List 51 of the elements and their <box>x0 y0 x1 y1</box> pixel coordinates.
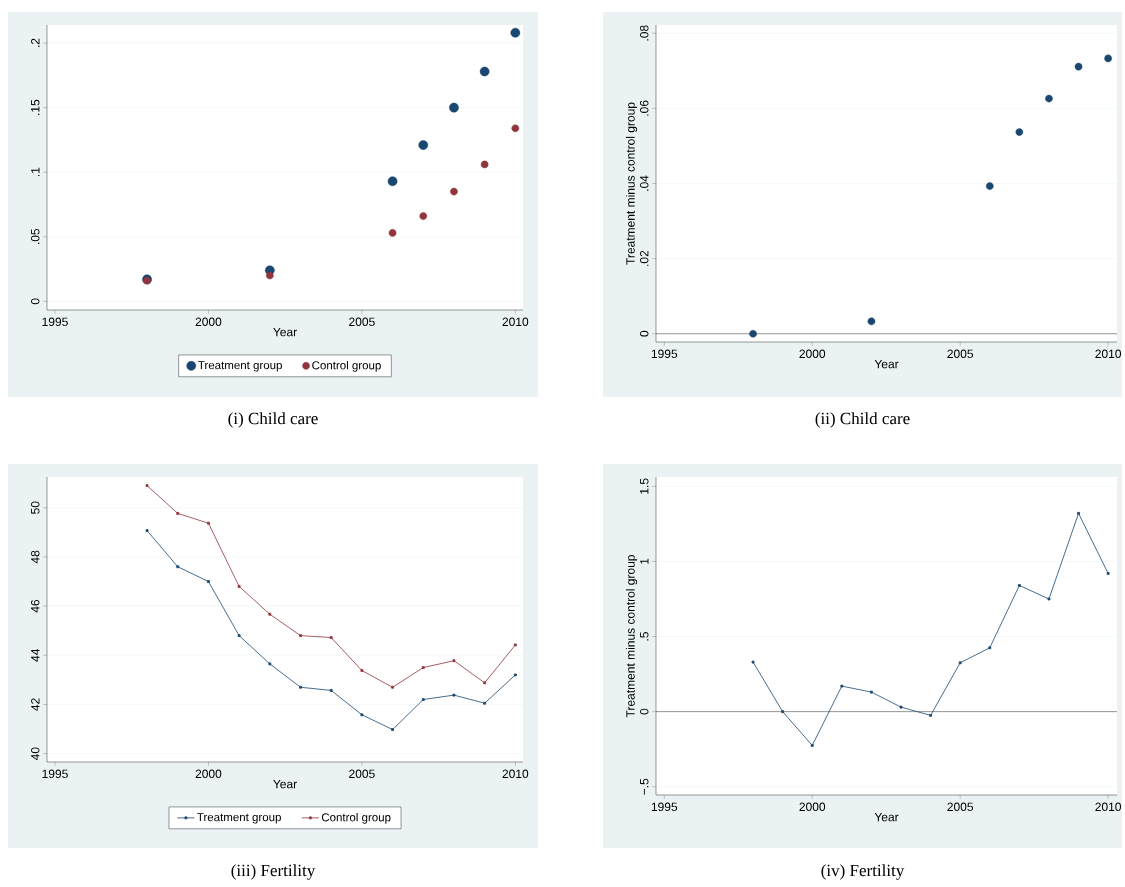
y-tick-label: .04 <box>639 175 649 191</box>
x-tick-label: 1995 <box>651 802 678 812</box>
legend-label: Control group <box>321 812 391 824</box>
y-axis-title: Treatment minus control group <box>625 102 638 265</box>
x-tick-label: 2010 <box>502 769 529 779</box>
x-tick-label: 2005 <box>947 349 974 359</box>
legend-label: Treatment group <box>198 361 282 372</box>
y-tick-label: 0 <box>639 708 649 715</box>
x-tick-label: 2005 <box>349 769 375 779</box>
y-tick-label: .1 <box>31 167 40 177</box>
y-tick-label: 40 <box>30 747 40 761</box>
y-tick-label: .2 <box>31 38 40 47</box>
text: (iv) Fertility <box>821 864 905 880</box>
y-tick-label: −.5 <box>640 778 649 795</box>
x-tick-label: 2000 <box>799 349 826 359</box>
x-axis-title: Year <box>273 327 297 337</box>
x-tick-label: 2010 <box>1095 802 1122 812</box>
x-axis-title: Year <box>273 779 297 789</box>
y-tick-label: 1.5 <box>640 478 649 494</box>
legend-label: Control group <box>312 360 381 372</box>
y-tick-label: .08 <box>639 25 649 41</box>
y-tick-label: .02 <box>639 250 649 266</box>
x-tick-label: 1995 <box>42 769 68 779</box>
x-tick-label: 2000 <box>799 802 826 812</box>
x-tick-label: 2010 <box>1095 349 1122 359</box>
x-tick-label: 1995 <box>42 317 68 327</box>
y-tick-label: .05 <box>30 228 40 245</box>
y-tick-label: 46 <box>30 599 40 613</box>
x-axis-title: Year <box>874 359 899 369</box>
x-tick-label: 2005 <box>349 317 375 327</box>
x-tick-label: 2000 <box>195 317 222 327</box>
text: (iii) Fertility <box>231 864 316 880</box>
y-tick-label: 0 <box>30 298 40 305</box>
y-tick-label: 50 <box>30 501 40 514</box>
y-tick-label: 1 <box>640 558 649 564</box>
y-tick-label: .06 <box>639 100 649 116</box>
text: (i) Child care <box>228 412 318 428</box>
x-tick-label: 2005 <box>947 802 974 812</box>
y-tick-label: .5 <box>640 632 649 641</box>
legend-label: Treatment group <box>197 813 281 824</box>
x-axis-title: Year <box>874 812 899 822</box>
text: (ii) Child care <box>815 412 910 428</box>
y-tick-label: 44 <box>31 648 40 662</box>
y-tick-label: 0 <box>639 330 649 337</box>
x-tick-label: 2010 <box>502 317 529 327</box>
x-tick-label: 1995 <box>651 349 678 359</box>
y-tick-label: 42 <box>31 698 40 711</box>
y-tick-label: .15 <box>31 99 40 115</box>
y-axis-title: Treatment minus control group <box>625 555 638 718</box>
x-tick-label: 2000 <box>195 769 222 779</box>
y-tick-label: 48 <box>30 550 40 564</box>
